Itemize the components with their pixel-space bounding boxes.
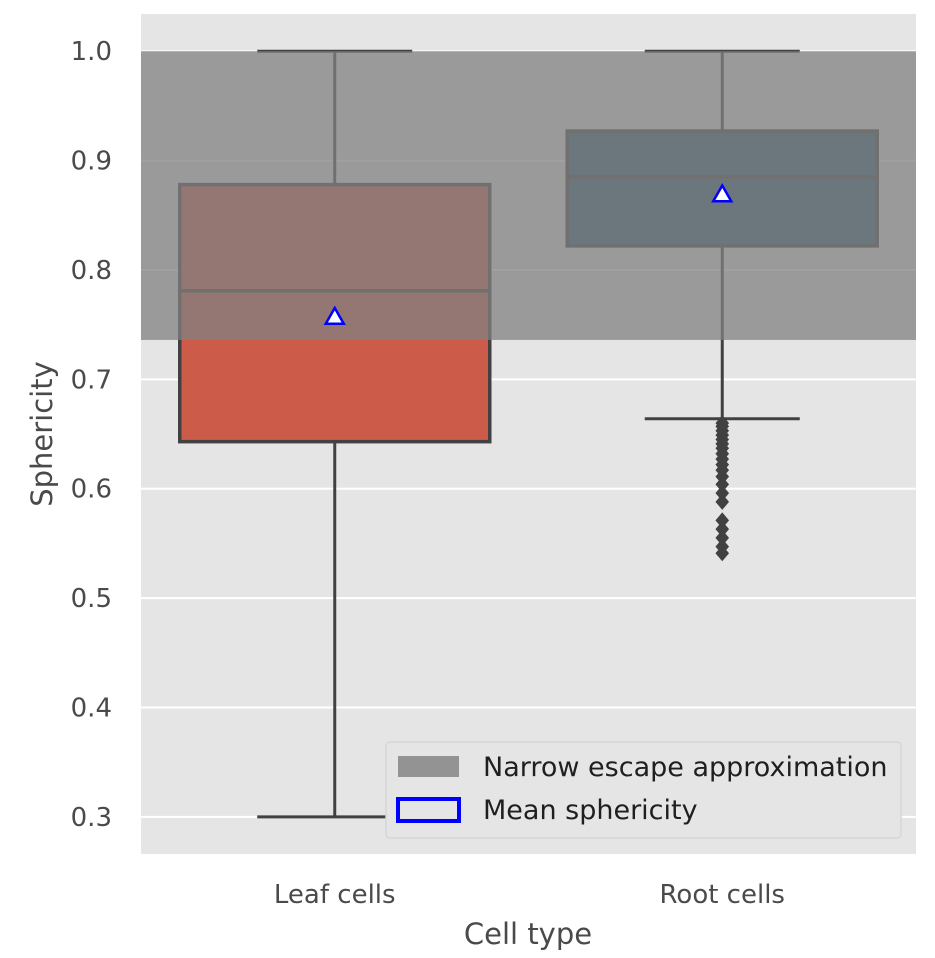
outlier-point (715, 493, 730, 510)
y-axis-ticks: 0.3 0.4 0.5 0.6 0.7 0.8 0.9 1.0 (71, 37, 112, 833)
outlier-point (715, 485, 730, 502)
legend-label-mean-sphericity: Mean sphericity (483, 795, 698, 826)
narrow-escape-region (141, 51, 916, 340)
x-tick-label: Leaf cells (274, 880, 396, 910)
mean-marker (323, 305, 346, 325)
mean-markers (323, 182, 734, 325)
y-axis-label: Sphericity (25, 361, 59, 507)
outlier-point (715, 538, 730, 555)
x-axis-label: Cell type (464, 917, 592, 951)
mean-marker (711, 182, 734, 203)
legend-swatch-narrow-escape (398, 756, 459, 777)
y-tick-label: 0.4 (71, 693, 112, 723)
y-tick-label: 1.0 (71, 37, 112, 67)
legend-frame (385, 741, 902, 839)
outlier-point (715, 521, 730, 538)
y-tick-label: 0.5 (71, 584, 112, 614)
legend-swatch-mean-sphericity (396, 797, 461, 823)
outlier-point (715, 529, 730, 546)
x-axis-ticks: Leaf cells Root cells (274, 880, 785, 910)
y-tick-label: 0.8 (71, 256, 112, 286)
y-tick-label: 0.6 (71, 475, 112, 505)
outlier-point (715, 415, 730, 432)
legend-label-narrow-escape: Narrow escape approximation (483, 752, 888, 783)
y-tick-label: 0.7 (71, 365, 112, 395)
x-tick-label: Root cells (660, 880, 785, 910)
outlier-point (715, 512, 730, 529)
legend: Narrow escape approximation Mean spheric… (385, 741, 902, 839)
y-tick-label: 0.3 (71, 803, 112, 833)
y-tick-label: 0.9 (71, 147, 112, 177)
shaded-region-layer (141, 51, 916, 340)
